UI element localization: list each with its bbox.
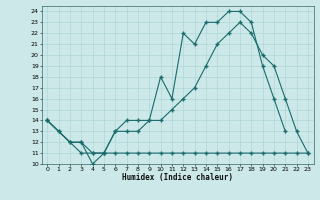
X-axis label: Humidex (Indice chaleur): Humidex (Indice chaleur) [122, 173, 233, 182]
